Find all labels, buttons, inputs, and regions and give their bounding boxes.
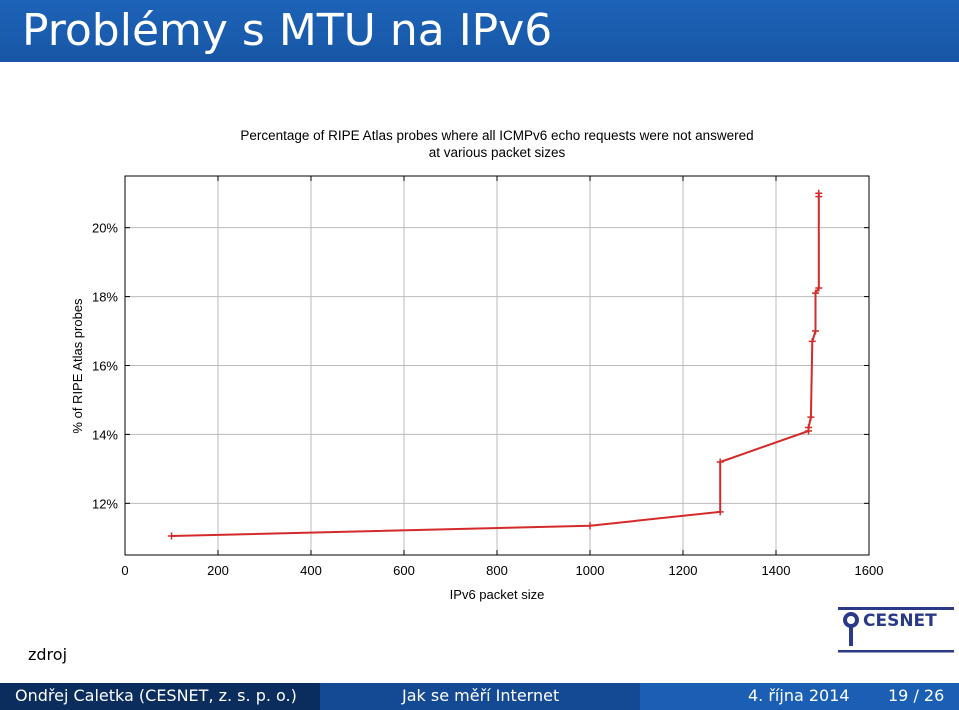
y-tick-label: 14% — [92, 427, 118, 442]
footer-date-section: 4. října 2014 19 / 26 — [640, 683, 959, 710]
data-point — [815, 189, 823, 197]
data-point — [168, 532, 175, 540]
logo-text: CESNET — [863, 611, 937, 631]
footer-date: 4. října 2014 — [748, 686, 850, 705]
data-point — [808, 337, 816, 345]
y-tick-label: 16% — [92, 359, 118, 374]
chart-title-line: Percentage of RIPE Atlas probes where al… — [240, 128, 753, 143]
data-point — [807, 413, 815, 421]
logo-circle-inner — [847, 616, 855, 624]
cesnet-logo: CESNET — [838, 607, 954, 653]
data-point — [716, 458, 724, 466]
y-tick-label: 12% — [92, 496, 118, 511]
data-point — [586, 522, 594, 530]
x-tick-label: 600 — [393, 563, 415, 578]
x-tick-label: 400 — [300, 563, 322, 578]
footer-talk-title: Jak se měří Internet — [402, 686, 560, 705]
x-tick-label: 800 — [486, 563, 508, 578]
footer-page-number: 19 / 26 — [888, 686, 945, 705]
x-tick-label: 1600 — [855, 563, 884, 578]
data-point — [815, 284, 823, 292]
y-tick-label: 20% — [92, 221, 118, 236]
data-point — [812, 289, 820, 297]
footer-author: Ondřej Caletka (CESNET, z. s. p. o.) — [15, 686, 297, 705]
footer-author-section: Ondřej Caletka (CESNET, z. s. p. o.) — [0, 683, 320, 710]
x-tick-label: 200 — [207, 563, 229, 578]
logo-bar-top — [838, 607, 954, 610]
x-tick-label: 1200 — [669, 563, 698, 578]
data-point — [716, 508, 724, 516]
y-axis-label: % of RIPE Atlas probes — [70, 298, 85, 434]
footer-title-section: Jak se měří Internet — [320, 683, 640, 710]
x-tick-label: 1400 — [762, 563, 791, 578]
slide-title: Problémy s MTU na IPv6 — [22, 5, 553, 56]
source-link[interactable]: zdroj — [28, 645, 68, 664]
data-point — [812, 327, 820, 335]
logo-bar-bottom — [838, 650, 954, 653]
chart-title-line: at various packet sizes — [429, 145, 566, 160]
plot-frame — [124, 175, 870, 556]
footer: Ondřej Caletka (CESNET, z. s. p. o.) Jak… — [0, 683, 959, 710]
x-axis-label: IPv6 packet size — [450, 587, 545, 602]
x-tick-label: 0 — [121, 563, 128, 578]
x-tick-label: 1000 — [576, 563, 605, 578]
series-line — [171, 193, 820, 537]
chart: Percentage of RIPE Atlas probes where al… — [70, 128, 884, 602]
y-tick-label: 18% — [92, 290, 118, 305]
data-point — [805, 424, 813, 432]
title-bar: Problémy s MTU na IPv6 — [0, 0, 959, 62]
logo-stem — [849, 626, 853, 646]
